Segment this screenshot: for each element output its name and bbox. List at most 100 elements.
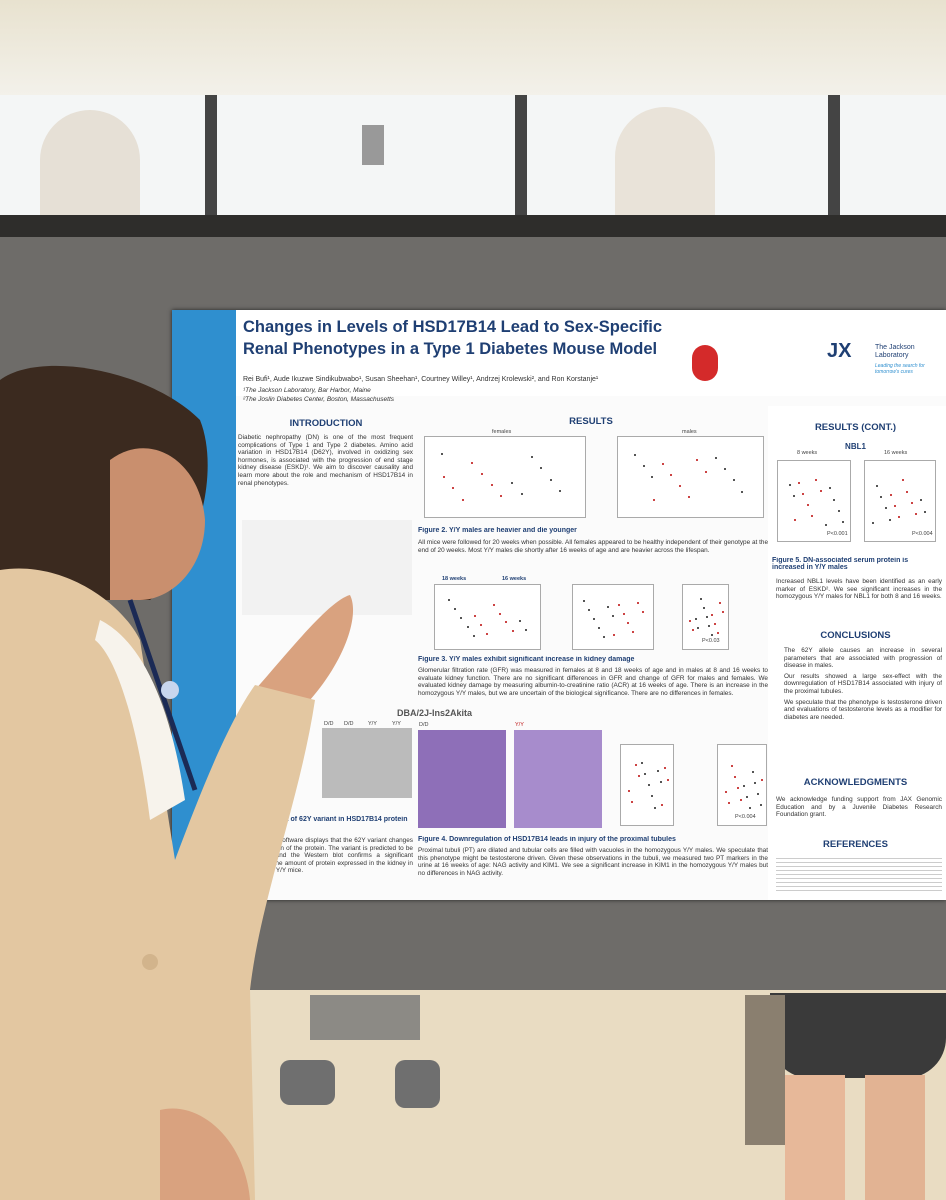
p-value: P<0.004 [912, 531, 933, 537]
plot-dot [593, 617, 595, 620]
plot-dot [888, 518, 891, 521]
figure-caption: Figure 5. DN-associated serum protein is… [772, 557, 909, 571]
affiliation: ²The Joslin Diabetes Center, Boston, Mas… [243, 396, 395, 403]
panel-label: 8 weeks [797, 450, 818, 456]
plot-dot [819, 489, 822, 492]
logo-mark: JX [827, 340, 852, 362]
intro-text: Diabetic nephropathy (DN) is one of the … [238, 434, 413, 487]
conclusion-item: We speculate that the phenotype is testo… [784, 699, 942, 722]
plot-dot [906, 490, 909, 493]
plot-dot [802, 493, 805, 495]
figure-caption: Figure 2. Y/Y males are heavier and die … [418, 527, 577, 534]
plot-dot [688, 620, 691, 623]
plot-dot [486, 633, 489, 635]
plot-dot [627, 622, 630, 625]
plot-dot [705, 470, 707, 473]
section-heading: RESULTS (CONT.) [814, 422, 897, 433]
plot-dot [910, 501, 913, 504]
plot-dot [530, 456, 533, 459]
plot-dot [666, 778, 669, 781]
plot-dot [651, 476, 654, 479]
plot-dot [660, 804, 663, 807]
plot-dot [716, 631, 719, 634]
plot [682, 584, 729, 650]
western-blot [322, 728, 412, 798]
plot-dot [453, 608, 456, 611]
plot-dot [473, 615, 476, 618]
plot-dot [736, 787, 739, 790]
plot-dot [511, 481, 514, 484]
plot-dot [521, 493, 523, 495]
plot [572, 584, 654, 650]
plot-dot [656, 769, 659, 772]
plot-dot [481, 473, 483, 475]
plot-dot [728, 801, 731, 804]
plot-dot [837, 509, 840, 512]
plot-dot [842, 521, 845, 523]
p-value: P<0.03 [702, 638, 720, 644]
plot-dot [742, 785, 745, 787]
plot-dot [634, 764, 637, 767]
section-heading: ACKNOWLEDGMENTS [803, 777, 908, 788]
plot-dot [602, 635, 605, 638]
plot-dot [806, 504, 809, 507]
plot-dot [644, 773, 647, 775]
plot-dot [691, 629, 694, 632]
plot-dot [702, 606, 705, 609]
plot-dot [880, 496, 883, 499]
plot-dot [588, 608, 591, 611]
plot-dot [471, 461, 474, 464]
plot-dot [700, 597, 703, 600]
plot-dot [893, 505, 896, 507]
figure-caption: Figure 3. Y/Y males exhibit significant … [418, 656, 635, 663]
plot-dot [540, 467, 543, 470]
plot-dot [617, 604, 620, 607]
authors: Rei Bufi¹, Aude Ikuzwe Sindikubwabo¹, Su… [243, 376, 599, 383]
logo-name: The Jackson Laboratory [875, 344, 915, 359]
figure-caption: Figure 1. Effect of 62Y variant in HSD17… [238, 816, 408, 823]
plot-dot [914, 513, 917, 515]
plot-dot [824, 524, 827, 527]
plot-dot [583, 599, 586, 602]
plot-dot [733, 776, 736, 779]
plot [617, 436, 764, 518]
lane-label: D/D [324, 721, 334, 727]
lane-label: D/D [344, 721, 354, 727]
histology-image [514, 730, 602, 828]
plot-dot [757, 793, 760, 795]
plot-dot [612, 615, 615, 618]
plot-dot [829, 487, 832, 490]
plot-dot [697, 627, 700, 630]
plot-dot [472, 634, 475, 637]
section-heading: INTRODUCTION [289, 418, 363, 429]
plot-dot [708, 624, 711, 627]
acknowledgments-text: We acknowledge funding support from JAX … [776, 796, 942, 819]
plot-dot [650, 795, 653, 798]
section-heading: REFERENCES [823, 839, 888, 850]
plot-dot [919, 499, 922, 502]
reference-list [776, 855, 942, 893]
panel-label: D/D [419, 722, 429, 728]
panel-label: females [492, 429, 512, 435]
ceiling [0, 0, 946, 95]
plot [864, 460, 936, 542]
section-heading: CONCLUSIONS [820, 630, 891, 641]
plot-dot [631, 801, 634, 803]
plot-dot [628, 789, 631, 792]
plot-dot [480, 624, 483, 627]
plot-dot [710, 633, 713, 636]
plot-dot [653, 806, 656, 809]
plot-dot [714, 622, 717, 625]
plot-dot [500, 495, 503, 498]
plot-dot [637, 601, 639, 604]
subheading: NBL1 [845, 442, 866, 451]
plot-dot [661, 462, 664, 465]
plot-dot [730, 765, 733, 767]
plot-dot [607, 606, 610, 609]
plot-dot [466, 625, 469, 628]
plot-dot [460, 617, 463, 619]
plot-dot [722, 611, 725, 614]
section-heading: RESULTS [569, 416, 613, 427]
